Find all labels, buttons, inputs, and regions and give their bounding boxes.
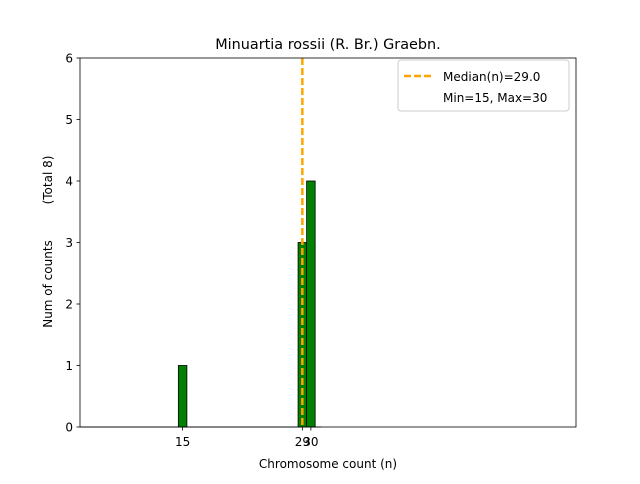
- y-tick-label: 0: [65, 421, 73, 435]
- legend: Median(n)=29.0 Min=15, Max=30: [397, 59, 570, 112]
- legend-box: [397, 59, 570, 112]
- y-tick-label: 6: [65, 52, 73, 66]
- x-tick-label: 15: [175, 435, 190, 449]
- y-tick-label: 4: [65, 175, 73, 189]
- y-axis-total-label: (Total 8): [41, 156, 55, 205]
- y-tick-label: 3: [65, 236, 73, 250]
- x-tick-label: 30: [303, 435, 318, 449]
- bar-30: [306, 180, 316, 428]
- legend-range-label: Min=15, Max=30: [443, 91, 547, 105]
- y-tick-label: 2: [65, 298, 73, 312]
- plot-area: [80, 58, 576, 427]
- legend-median-label: Median(n)=29.0: [443, 70, 540, 84]
- bar-15: [177, 365, 188, 428]
- y-tick-label: 5: [65, 113, 73, 127]
- chart-title: Minuartia rossii (R. Br.) Graebn.: [215, 37, 440, 53]
- x-axis-label: Chromosome count (n): [259, 457, 397, 471]
- y-ticks: 0 1 2 3 4 5 6: [65, 52, 80, 435]
- x-tick-label: 29: [295, 435, 310, 449]
- y-tick-label: 1: [65, 359, 73, 373]
- y-axis-label: Num of counts: [41, 240, 55, 328]
- plot-background: [80, 58, 576, 427]
